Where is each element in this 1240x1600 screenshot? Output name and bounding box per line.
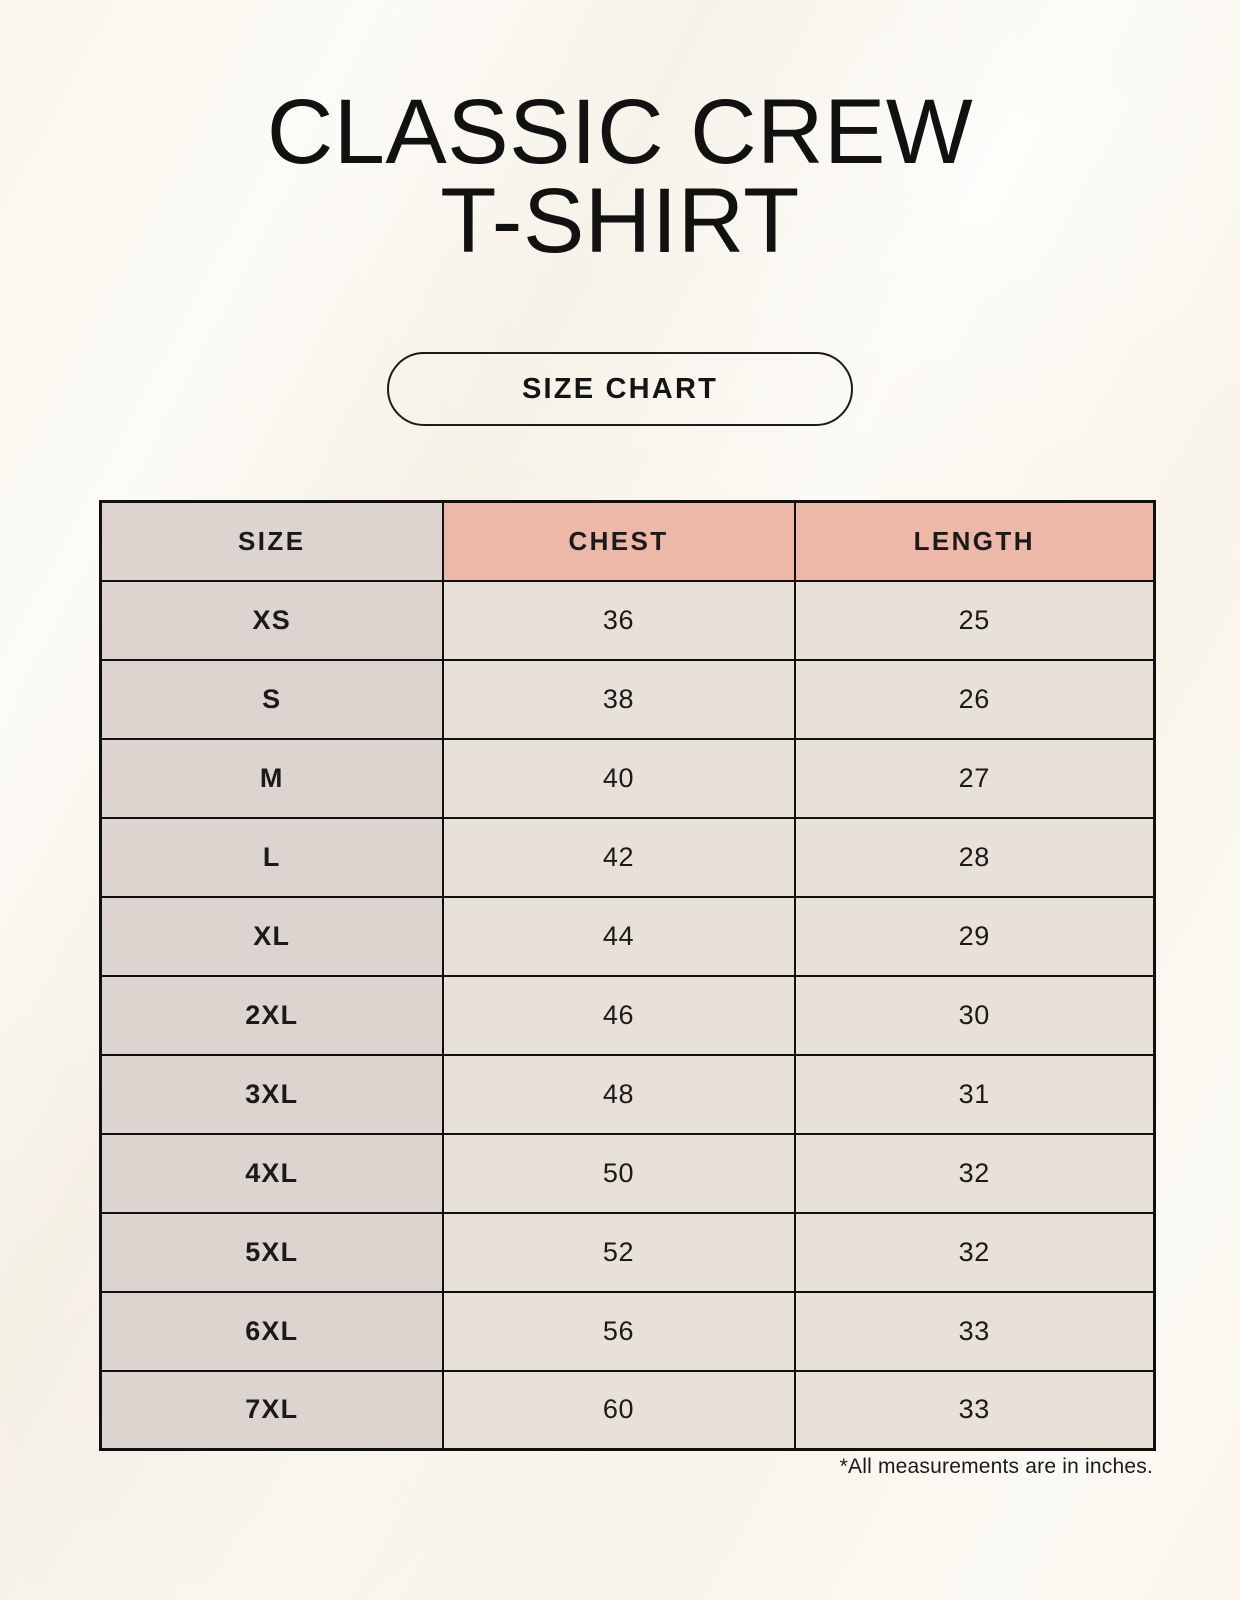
cell-length: 26: [793, 658, 1156, 740]
cell-chest: 52: [441, 1211, 796, 1293]
cell-chest: 46: [441, 974, 796, 1056]
title-block: CLASSIC CREW T-SHIRT: [0, 81, 1240, 273]
table-row: M 40 27: [99, 737, 1156, 819]
cell-size: XS: [99, 579, 444, 661]
table-row: XS 36 25: [99, 579, 1156, 661]
measurement-note: *All measurements are in inches.: [839, 1455, 1153, 1478]
cell-size: 3XL: [99, 1053, 444, 1135]
cell-length: 32: [793, 1132, 1156, 1214]
page-title: CLASSIC CREW T-SHIRT: [266, 81, 974, 273]
cell-chest: 44: [441, 895, 796, 977]
cell-size: XL: [99, 895, 444, 977]
cell-size: 6XL: [99, 1290, 444, 1372]
table-row: 4XL 50 32: [99, 1132, 1156, 1214]
table-header-row: SIZE CHEST LENGTH: [99, 500, 1156, 582]
table-row: S 38 26: [99, 658, 1156, 740]
cell-size: M: [99, 737, 444, 819]
size-chart-table: SIZE CHEST LENGTH XS 36 25 S 38 26 M 40 27 L 42 28 X…: [99, 500, 1156, 1451]
table-row: 3XL 48 31: [99, 1053, 1156, 1135]
cell-length: 30: [793, 974, 1156, 1056]
table-row: 7XL 60 33: [99, 1369, 1156, 1451]
table-row: 2XL 46 30: [99, 974, 1156, 1056]
cell-chest: 38: [441, 658, 796, 740]
table-row: XL 44 29: [99, 895, 1156, 977]
cell-length: 25: [793, 579, 1156, 661]
column-header-chest: CHEST: [441, 500, 796, 582]
column-header-size: SIZE: [99, 500, 444, 582]
size-chart-badge-label: SIZE CHART: [522, 372, 718, 405]
cell-chest: 48: [441, 1053, 796, 1135]
cell-length: 33: [793, 1369, 1156, 1451]
cell-chest: 50: [441, 1132, 796, 1214]
table-row: 5XL 52 32: [99, 1211, 1156, 1293]
cell-length: 31: [793, 1053, 1156, 1135]
cell-length: 28: [793, 816, 1156, 898]
cell-size: S: [99, 658, 444, 740]
cell-size: L: [99, 816, 444, 898]
table-row: L 42 28: [99, 816, 1156, 898]
cell-length: 33: [793, 1290, 1156, 1372]
cell-chest: 36: [441, 579, 796, 661]
cell-chest: 42: [441, 816, 796, 898]
cell-size: 2XL: [99, 974, 444, 1056]
cell-length: 27: [793, 737, 1156, 819]
column-header-length: LENGTH: [793, 500, 1156, 582]
cell-length: 29: [793, 895, 1156, 977]
cell-chest: 56: [441, 1290, 796, 1372]
cell-size: 4XL: [99, 1132, 444, 1214]
cell-size: 7XL: [99, 1369, 444, 1451]
size-table-wrap: SIZE CHEST LENGTH XS 36 25 S 38 26 M 40 27 L 42 28 X…: [99, 500, 1156, 1451]
cell-length: 32: [793, 1211, 1156, 1293]
cell-chest: 40: [441, 737, 796, 819]
cell-size: 5XL: [99, 1211, 444, 1293]
badge-block: SIZE CHART: [0, 352, 1240, 426]
size-chart-badge: SIZE CHART: [387, 352, 853, 426]
table-row: 6XL 56 33: [99, 1290, 1156, 1372]
table-body: XS 36 25 S 38 26 M 40 27 L 42 28 XL 44 29 2XL 46 30 3XL 48 3…: [99, 579, 1156, 1451]
cell-chest: 60: [441, 1369, 796, 1451]
